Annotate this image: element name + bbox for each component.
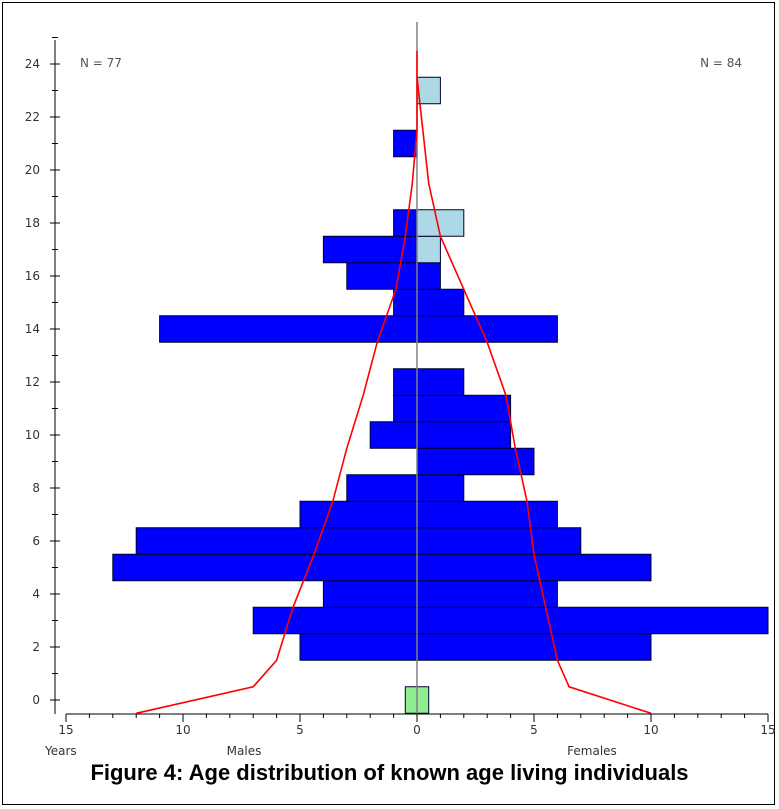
male-bar-age-21 bbox=[393, 129, 418, 158]
male-reference-curve bbox=[136, 50, 418, 715]
x-tick-label-0: 15 bbox=[58, 723, 73, 737]
y-tick-label-10: 10 bbox=[25, 428, 40, 442]
female-bar-age-10 bbox=[416, 421, 512, 449]
female-bar-age-23 bbox=[416, 76, 441, 105]
female-bar-age-12 bbox=[416, 368, 465, 396]
male-bar-age-2 bbox=[299, 633, 418, 661]
x-tick-label-4: 5 bbox=[530, 723, 538, 737]
female-bar-age-0 bbox=[416, 686, 430, 714]
male-bar-age-6 bbox=[135, 527, 418, 555]
female-bar-age-16 bbox=[416, 262, 441, 290]
male-bar-age-4 bbox=[322, 580, 418, 608]
male-bar-age-14 bbox=[159, 315, 418, 343]
y-tick-label-14: 14 bbox=[25, 322, 40, 336]
male-bar-age-15 bbox=[393, 288, 418, 317]
bars-layer bbox=[112, 76, 769, 714]
y-tick-label-6: 6 bbox=[32, 534, 40, 548]
male-bar-age-12 bbox=[393, 368, 418, 396]
female-bar-age-9 bbox=[416, 447, 535, 476]
y-tick-label-24: 24 bbox=[25, 57, 40, 71]
female-bar-age-2 bbox=[416, 633, 652, 661]
female-bar-age-7 bbox=[416, 500, 558, 529]
x-tick-label-5: 10 bbox=[643, 723, 658, 737]
males-axis-caption: Males bbox=[227, 744, 262, 758]
y-tick-label-12: 12 bbox=[25, 375, 40, 389]
male-bar-age-8 bbox=[346, 474, 418, 502]
male-bar-age-16 bbox=[346, 262, 418, 290]
figure-caption: Figure 4: Age distribution of known age … bbox=[90, 760, 689, 785]
years-axis-caption: Years bbox=[44, 744, 77, 758]
y-tick-label-18: 18 bbox=[25, 216, 40, 230]
male-count-annotation: N = 77 bbox=[80, 56, 122, 70]
male-bar-age-0 bbox=[404, 686, 418, 714]
female-bar-age-4 bbox=[416, 580, 558, 608]
female-bar-age-3 bbox=[416, 606, 769, 635]
females-axis-caption: Females bbox=[567, 744, 617, 758]
female-bar-age-14 bbox=[416, 315, 558, 343]
female-reference-curve bbox=[416, 77, 652, 715]
female-bar-age-15 bbox=[416, 288, 465, 317]
female-bar-age-8 bbox=[416, 474, 465, 502]
y-tick-label-22: 22 bbox=[25, 110, 40, 124]
male-bar-age-11 bbox=[393, 394, 418, 423]
y-tick-label-16: 16 bbox=[25, 269, 40, 283]
female-bar-age-18 bbox=[416, 209, 465, 237]
male-bar-age-10 bbox=[369, 421, 418, 449]
x-tick-label-3: 0 bbox=[413, 723, 421, 737]
female-bar-age-6 bbox=[416, 527, 582, 555]
male-bar-age-3 bbox=[252, 606, 418, 635]
female-bar-age-5 bbox=[416, 553, 652, 582]
male-bar-age-5 bbox=[112, 553, 418, 582]
female-count-annotation: N = 84 bbox=[700, 56, 742, 70]
male-bar-age-7 bbox=[299, 500, 418, 529]
x-tick-label-2: 5 bbox=[296, 723, 304, 737]
y-tick-label-20: 20 bbox=[25, 163, 40, 177]
y-tick-label-8: 8 bbox=[32, 481, 40, 495]
x-tick-label-6: 15 bbox=[760, 723, 775, 737]
curves-layer bbox=[136, 50, 652, 715]
x-tick-label-1: 10 bbox=[175, 723, 190, 737]
y-tick-label-2: 2 bbox=[32, 640, 40, 654]
female-bar-age-11 bbox=[416, 394, 512, 423]
y-tick-label-4: 4 bbox=[32, 587, 40, 601]
y-tick-label-0: 0 bbox=[32, 693, 40, 707]
female-bar-age-17 bbox=[416, 235, 441, 264]
